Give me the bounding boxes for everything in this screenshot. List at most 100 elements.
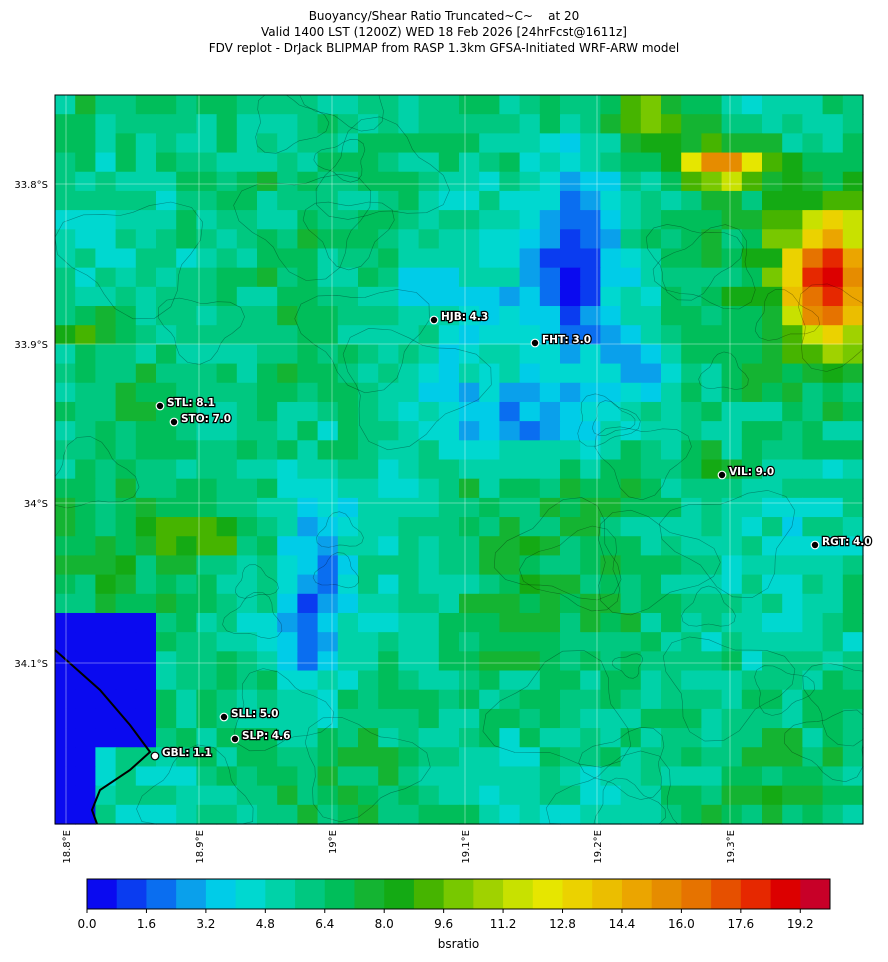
field-cell: [216, 95, 238, 115]
field-cell: [640, 306, 662, 326]
field-cell: [661, 306, 682, 326]
field-cell: [640, 612, 662, 633]
field-cell: [135, 152, 157, 173]
field-cell: [196, 497, 218, 518]
field-cell: [277, 555, 298, 576]
field-cell: [156, 382, 177, 403]
field-cell: [236, 708, 258, 729]
field-cell: [842, 382, 864, 403]
field-cell: [337, 114, 359, 134]
field-cell: [681, 478, 702, 499]
field-cell: [75, 421, 96, 441]
field-cell: [236, 190, 258, 211]
field-cell: [418, 536, 440, 557]
field-cell: [317, 747, 339, 768]
field-cell: [661, 325, 682, 345]
field-cell: [418, 325, 440, 345]
field-cell: [317, 229, 339, 250]
field-cell: [135, 114, 157, 134]
field-cell: [317, 152, 339, 173]
field-cell: [459, 766, 480, 787]
field-cell: [580, 421, 601, 441]
field-cell: [681, 95, 702, 115]
contour: [645, 224, 744, 301]
field-cell: [640, 152, 662, 173]
field-cell: [438, 440, 460, 461]
field-cell: [55, 401, 76, 422]
field-cell: [398, 497, 420, 518]
field-cell: [115, 536, 137, 557]
field-cell: [479, 593, 500, 614]
colorbar-swatch: [116, 879, 147, 909]
field-cell: [418, 478, 440, 499]
field-cell: [277, 325, 298, 345]
field-cell: [95, 190, 117, 211]
field-cell: [842, 248, 864, 269]
field-cell: [701, 152, 723, 173]
field-cell: [499, 325, 521, 345]
field-cell: [499, 440, 521, 461]
field-cell: [661, 555, 682, 576]
field-cell: [681, 152, 702, 173]
field-cell: [822, 517, 844, 537]
field-cell: [176, 421, 197, 441]
field-cell: [257, 152, 278, 173]
field-cell: [176, 286, 197, 307]
field-cell: [398, 133, 420, 154]
field-cell: [297, 478, 319, 499]
colorbar-swatch: [146, 879, 177, 909]
field-cell: [378, 267, 399, 288]
field-cell: [216, 133, 238, 154]
field-cell: [277, 286, 298, 307]
field-cell: [762, 210, 783, 230]
field-cell: [75, 325, 96, 345]
field-cell: [681, 574, 702, 595]
field-cell: [580, 555, 601, 576]
field-cell: [95, 382, 117, 403]
field-cell: [620, 804, 642, 825]
field-cell: [95, 95, 117, 115]
field-cell: [75, 478, 96, 499]
field-cell: [378, 708, 399, 729]
field-cell: [75, 229, 96, 250]
field-cell: [75, 459, 96, 480]
field-cell: [95, 632, 117, 652]
field-cell: [741, 421, 763, 441]
field-cell: [438, 114, 460, 134]
field-cell: [762, 593, 783, 614]
field-cell: [236, 459, 258, 480]
field-cell: [418, 248, 440, 269]
field-cell: [358, 152, 379, 173]
field-cell: [176, 248, 197, 269]
field-cell: [721, 210, 743, 230]
field-cell: [620, 555, 642, 576]
field-cell: [842, 171, 864, 192]
field-cell: [822, 286, 844, 307]
field-cell: [55, 248, 76, 269]
field-cell: [802, 708, 824, 729]
field-cell: [438, 171, 460, 192]
field-cell: [156, 421, 177, 441]
field-cell: [196, 651, 218, 672]
field-cell: [358, 632, 379, 652]
field-cell: [802, 114, 824, 134]
field-cell: [539, 190, 561, 211]
field-cell: [721, 133, 743, 154]
field-cell: [297, 804, 319, 825]
colorbar-tick-label: 6.4: [315, 917, 334, 931]
field-cell: [762, 95, 783, 115]
field-cell: [842, 267, 864, 288]
field-cell: [438, 555, 460, 576]
field-cell: [438, 670, 460, 691]
field-cell: [580, 670, 601, 691]
field-cell: [55, 421, 76, 441]
field-cell: [55, 152, 76, 173]
field-cell: [479, 401, 500, 422]
contour: [659, 490, 796, 599]
field-cell: [297, 267, 319, 288]
field-cell: [459, 670, 480, 691]
field-cell: [75, 133, 96, 154]
station-marker: [810, 540, 820, 550]
field-cell: [519, 555, 541, 576]
field-cell: [257, 651, 278, 672]
